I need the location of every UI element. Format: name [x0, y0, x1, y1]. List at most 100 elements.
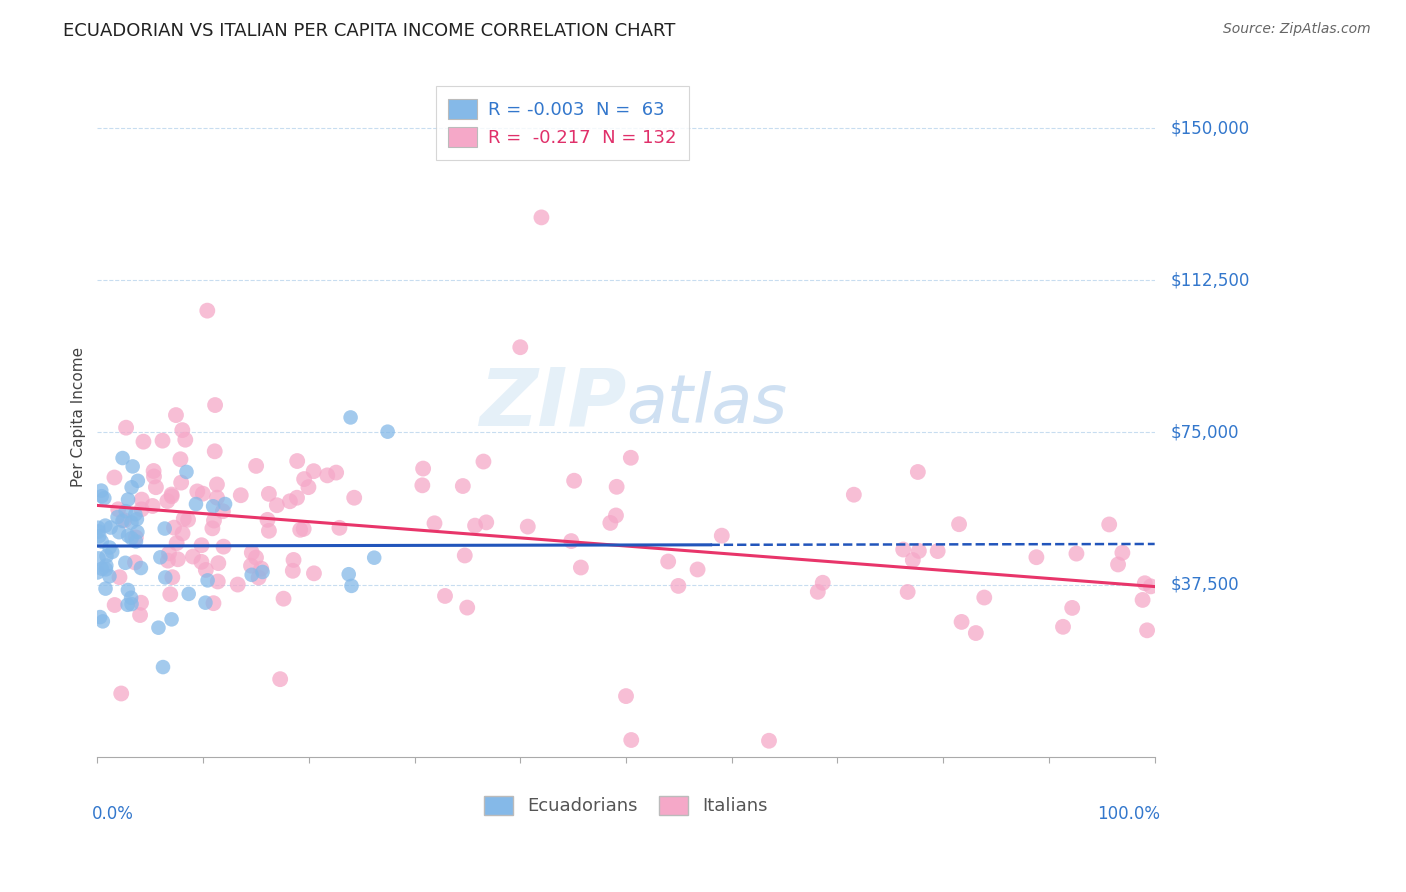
Point — [89, 529, 111, 543]
Point — [927, 544, 949, 558]
Point — [90, 483, 112, 498]
Point — [91, 615, 114, 629]
Point — [343, 491, 366, 505]
Point — [115, 420, 138, 434]
Point — [454, 549, 477, 563]
Point — [606, 480, 628, 494]
Point — [1133, 576, 1156, 591]
Point — [110, 686, 132, 700]
Point — [325, 466, 347, 480]
Point — [1107, 558, 1129, 572]
Point — [666, 579, 689, 593]
Point — [103, 470, 125, 484]
Point — [190, 555, 212, 569]
Point — [125, 512, 148, 526]
Point — [464, 518, 486, 533]
Point — [125, 530, 148, 544]
Point — [132, 434, 155, 449]
Point — [605, 508, 627, 523]
Point — [166, 536, 188, 550]
Point — [908, 544, 931, 558]
Point — [205, 477, 228, 491]
Point — [245, 550, 267, 565]
Point — [207, 556, 229, 570]
Point — [451, 479, 474, 493]
Point — [247, 571, 270, 585]
Point — [328, 521, 350, 535]
Point — [124, 556, 146, 570]
Point — [156, 554, 179, 568]
Point — [339, 410, 361, 425]
Point — [155, 570, 177, 584]
Point — [202, 500, 225, 514]
Point — [195, 303, 218, 318]
Point — [120, 516, 142, 530]
Point — [562, 474, 585, 488]
Point — [165, 408, 187, 422]
Text: 0.0%: 0.0% — [91, 805, 134, 822]
Point — [256, 513, 278, 527]
Text: Source: ZipAtlas.com: Source: ZipAtlas.com — [1223, 22, 1371, 37]
Point — [87, 551, 110, 566]
Point — [149, 550, 172, 565]
Point — [129, 561, 152, 575]
Point — [204, 444, 226, 458]
Point — [686, 562, 709, 576]
Point — [104, 598, 127, 612]
Point — [1136, 624, 1159, 638]
Point — [87, 524, 110, 539]
Point — [176, 465, 198, 479]
Point — [973, 591, 995, 605]
Point — [194, 596, 217, 610]
Point — [363, 550, 385, 565]
Point — [377, 425, 399, 439]
Point — [157, 546, 180, 560]
Y-axis label: Per Capita Income: Per Capita Income — [72, 347, 86, 487]
Point — [1132, 593, 1154, 607]
Point — [207, 574, 229, 589]
Point — [302, 566, 325, 581]
Point — [201, 521, 224, 535]
Point — [297, 480, 319, 494]
Point — [212, 540, 235, 554]
Point — [160, 612, 183, 626]
Point — [292, 472, 315, 486]
Point — [204, 398, 226, 412]
Point — [89, 610, 111, 624]
Point — [599, 516, 621, 530]
Point — [114, 556, 136, 570]
Point — [1062, 601, 1084, 615]
Point — [1140, 579, 1163, 593]
Point — [1052, 620, 1074, 634]
Point — [94, 582, 117, 596]
Point — [423, 516, 446, 531]
Point — [710, 529, 733, 543]
Point — [1111, 546, 1133, 560]
Point — [143, 469, 166, 483]
Point — [269, 672, 291, 686]
Point — [96, 558, 118, 573]
Point — [842, 488, 865, 502]
Point — [166, 552, 188, 566]
Point — [807, 584, 830, 599]
Point — [186, 484, 208, 499]
Point — [129, 596, 152, 610]
Point — [948, 517, 970, 532]
Point — [456, 600, 478, 615]
Point — [283, 553, 305, 567]
Point — [240, 546, 263, 560]
Point — [620, 450, 643, 465]
Point — [229, 488, 252, 502]
Point — [285, 454, 308, 468]
Point — [117, 582, 139, 597]
Point — [145, 480, 167, 494]
Point — [250, 561, 273, 575]
Point — [177, 587, 200, 601]
Point — [131, 502, 153, 516]
Point — [172, 423, 194, 437]
Point — [202, 596, 225, 610]
Point — [120, 591, 142, 605]
Point — [475, 516, 498, 530]
Point — [121, 459, 143, 474]
Point — [87, 521, 110, 535]
